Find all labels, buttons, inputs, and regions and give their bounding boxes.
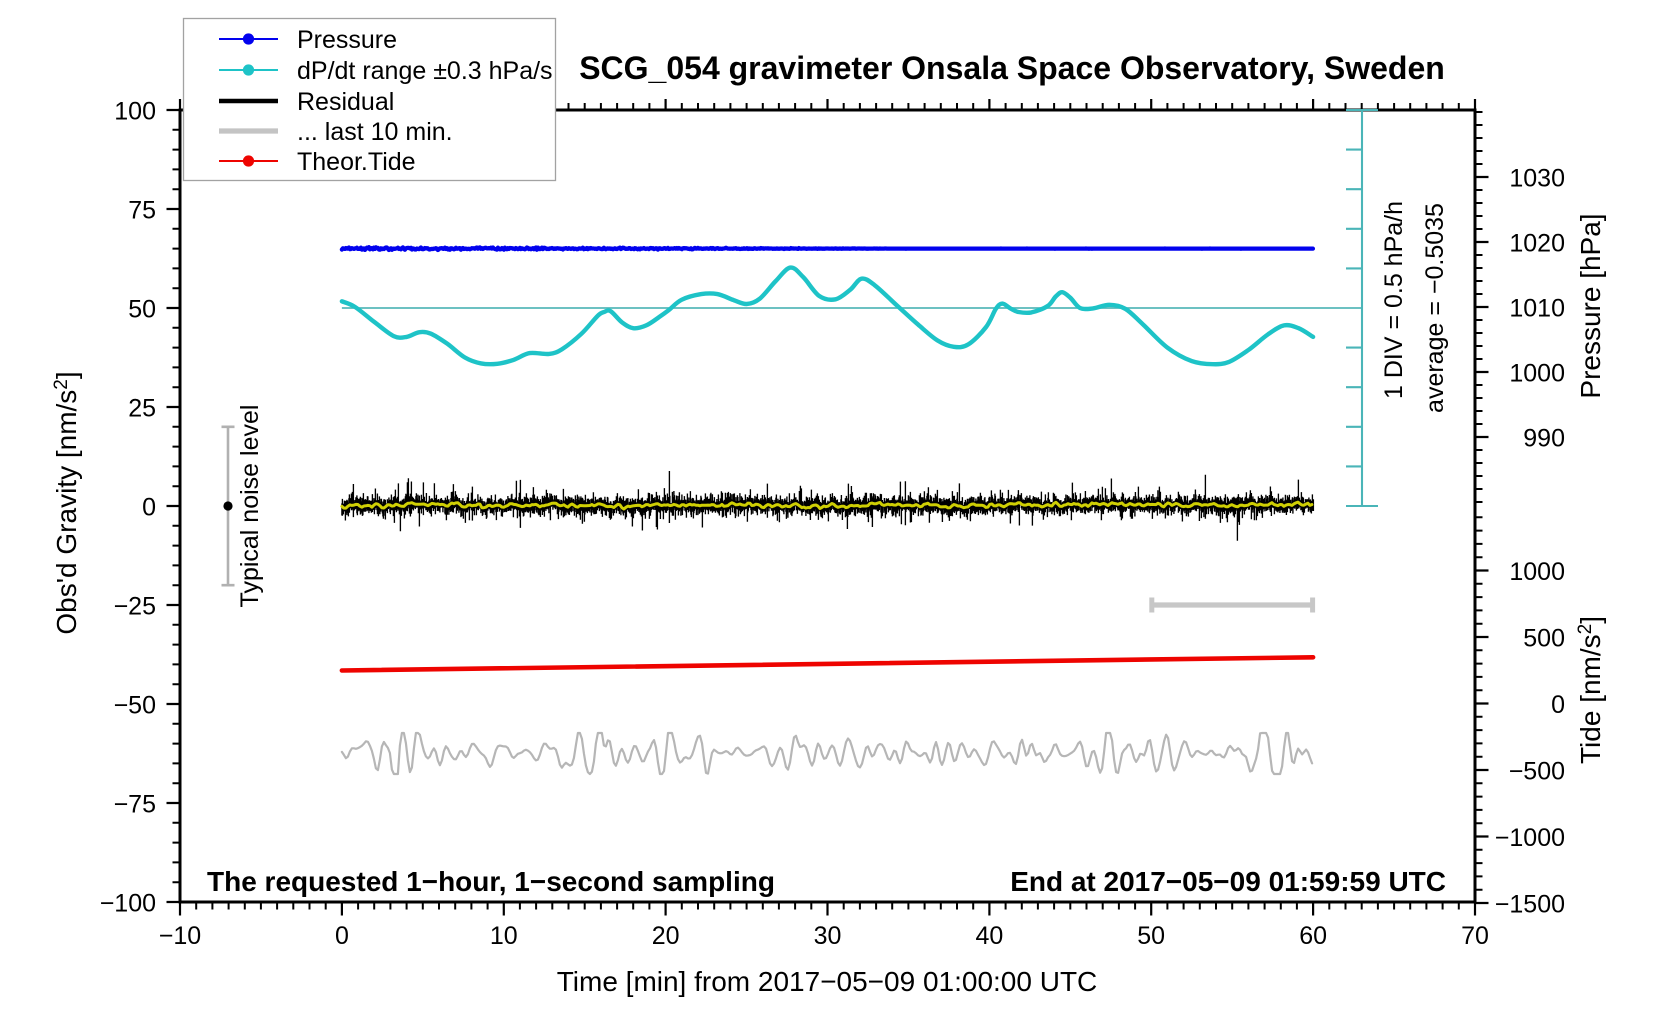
svg-text:0: 0	[335, 922, 349, 950]
svg-text:60: 60	[1299, 922, 1327, 950]
svg-text:0: 0	[1551, 691, 1565, 719]
svg-text:1030: 1030	[1509, 165, 1565, 193]
svg-text:0: 0	[142, 494, 156, 522]
svg-text:20: 20	[652, 922, 680, 950]
svg-text:Tide [nm/s2]: Tide [nm/s2]	[1575, 616, 1606, 764]
svg-text:Pressure [hPa]: Pressure [hPa]	[1575, 213, 1606, 398]
svg-text:1000: 1000	[1509, 360, 1565, 388]
svg-text:The requested 1−hour, 1−second: The requested 1−hour, 1−second sampling	[207, 866, 775, 897]
svg-text:70: 70	[1461, 922, 1489, 950]
svg-text:10: 10	[490, 922, 518, 950]
svg-text:Pressure: Pressure	[297, 26, 397, 54]
svg-text:−10: −10	[159, 922, 201, 950]
svg-text:Obs'd Gravity [nm/s2]: Obs'd Gravity [nm/s2]	[51, 371, 82, 634]
svg-text:End at 2017−05−09 01:59:59 UTC: End at 2017−05−09 01:59:59 UTC	[1010, 866, 1446, 897]
svg-text:−1500: −1500	[1495, 891, 1565, 919]
svg-text:−75: −75	[114, 791, 156, 819]
svg-text:... last 10 min.: ... last 10 min.	[297, 118, 453, 146]
svg-text:−500: −500	[1509, 758, 1565, 786]
svg-text:1020: 1020	[1509, 230, 1565, 258]
svg-text:Time [min] from 2017−05−09 01:: Time [min] from 2017−05−09 01:00:00 UTC	[557, 966, 1098, 997]
svg-text:−25: −25	[114, 593, 156, 621]
svg-text:Theor.Tide: Theor.Tide	[297, 148, 416, 176]
svg-text:500: 500	[1523, 625, 1565, 653]
svg-text:Residual: Residual	[297, 88, 394, 116]
svg-text:Typical noise level: Typical noise level	[236, 405, 264, 608]
svg-text:30: 30	[814, 922, 842, 950]
svg-text:−1000: −1000	[1495, 824, 1565, 852]
svg-text:75: 75	[128, 197, 156, 225]
svg-text:40: 40	[975, 922, 1003, 950]
svg-text:−100: −100	[100, 890, 156, 918]
svg-text:1000: 1000	[1509, 558, 1565, 586]
svg-text:−50: −50	[114, 692, 156, 720]
svg-text:990: 990	[1523, 425, 1565, 453]
svg-text:50: 50	[128, 296, 156, 324]
svg-text:1 DIV = 0.5 hPa/h: 1 DIV = 0.5 hPa/h	[1380, 201, 1408, 399]
svg-text:1010: 1010	[1509, 295, 1565, 323]
svg-text:SCG_054 gravimeter Onsala Spac: SCG_054 gravimeter Onsala Space Observat…	[579, 50, 1445, 86]
svg-text:50: 50	[1137, 922, 1165, 950]
svg-text:100: 100	[114, 98, 156, 126]
svg-text:25: 25	[128, 395, 156, 423]
svg-text:average = −0.5035: average = −0.5035	[1421, 203, 1449, 413]
svg-text:dP/dt range ±0.3 hPa/s: dP/dt range ±0.3 hPa/s	[297, 57, 553, 85]
